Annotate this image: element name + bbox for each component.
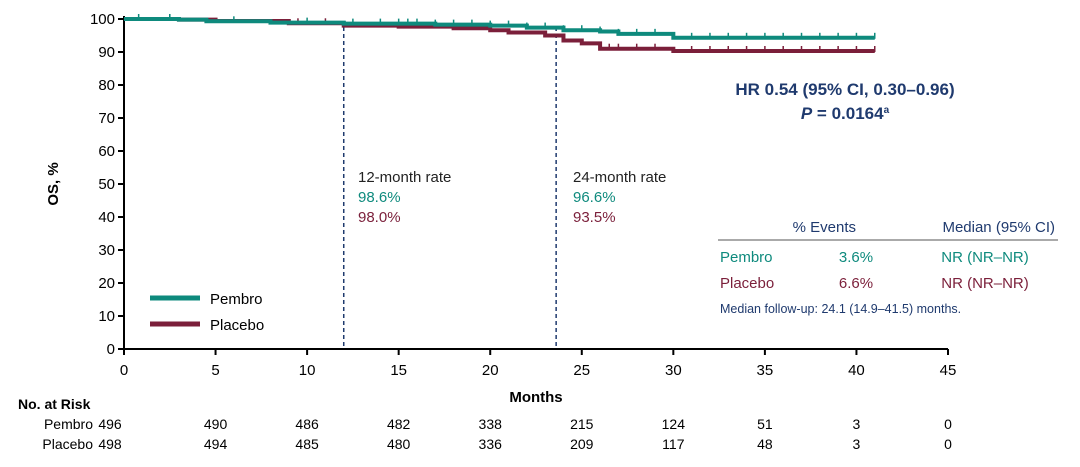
table-header-events: % Events — [793, 219, 856, 236]
y-tick-label: 100 — [90, 11, 115, 28]
at-risk-value: 498 — [98, 436, 122, 452]
table-placebo-arm: Placebo — [720, 275, 774, 292]
at-risk-value: 3 — [853, 436, 861, 452]
y-tick-label: 10 — [98, 308, 115, 325]
at-risk-value: 336 — [479, 436, 503, 452]
table-placebo-median: NR (NR–NR) — [941, 275, 1029, 292]
at-risk-value: 0 — [944, 416, 952, 432]
x-tick-label: 15 — [390, 362, 407, 379]
at-risk-title: No. at Risk — [18, 396, 91, 412]
p-label: P — [801, 104, 813, 123]
at-risk-value: 117 — [662, 436, 685, 452]
at-risk-value: 3 — [853, 416, 861, 432]
x-axis-label: Months — [509, 389, 562, 406]
at-risk-value: 482 — [387, 416, 411, 432]
legend-pembro-label: Pembro — [210, 291, 263, 308]
axes: 0 10 20 30 40 50 60 70 80 90 100 0 5 10 15 20 25 30 35 40 45 — [90, 11, 956, 379]
at-risk-value: 480 — [387, 436, 411, 452]
x-tick-label: 5 — [211, 362, 219, 379]
p-value: P = 0.0164a — [801, 104, 890, 123]
y-tick-label: 70 — [98, 110, 115, 127]
y-tick-label: 0 — [107, 341, 115, 358]
at-risk-value: 209 — [570, 436, 594, 452]
x-tick-label: 45 — [940, 362, 957, 379]
at-risk-value: 494 — [204, 436, 228, 452]
table-placebo-events: 6.6% — [839, 275, 873, 292]
at-risk-value: 51 — [757, 416, 773, 432]
y-axis-label: OS, % — [45, 162, 62, 205]
table-header-median: Median (95% CI) — [942, 219, 1055, 236]
legend-placebo-label: Placebo — [210, 317, 264, 334]
rate12-title: 12-month rate — [358, 169, 451, 186]
x-tick-label: 40 — [848, 362, 865, 379]
y-tick-label: 90 — [98, 44, 115, 61]
x-tick-label: 35 — [757, 362, 774, 379]
at-risk-table: Pembro 496 490 486 482 338 215 124 51 3 0 Placebo 49… — [42, 416, 952, 452]
at-risk-arm-label: Placebo — [42, 436, 93, 452]
y-tick-label: 40 — [98, 209, 115, 226]
curves — [124, 14, 876, 54]
p-number: = 0.0164 — [812, 104, 884, 123]
at-risk-value: 338 — [479, 416, 503, 432]
x-tick-label: 20 — [482, 362, 499, 379]
at-risk-value: 0 — [944, 436, 952, 452]
median-followup: Median follow-up: 24.1 (14.9–41.5) month… — [720, 302, 961, 316]
x-tick-label: 10 — [299, 362, 316, 379]
rate24-pembro: 96.6% — [573, 189, 616, 206]
at-risk-value: 124 — [662, 416, 686, 432]
hazard-ratio: HR 0.54 (95% CI, 0.30–0.96) — [735, 80, 954, 99]
rate24-title: 24-month rate — [573, 169, 666, 186]
at-risk-arm-label: Pembro — [44, 416, 93, 432]
at-risk-value: 490 — [204, 416, 228, 432]
table-pembro-events: 3.6% — [839, 249, 873, 266]
at-risk-value: 215 — [570, 416, 594, 432]
table-pembro-median: NR (NR–NR) — [941, 249, 1029, 266]
at-risk-value: 48 — [757, 436, 773, 452]
at-risk-value: 496 — [98, 416, 122, 432]
p-footnote-mark: a — [884, 105, 890, 116]
rate12-placebo: 98.0% — [358, 209, 401, 226]
y-tick-label: 50 — [98, 176, 115, 193]
table-pembro-arm: Pembro — [720, 249, 773, 266]
y-tick-label: 30 — [98, 242, 115, 259]
y-tick-label: 80 — [98, 77, 115, 94]
y-tick-label: 20 — [98, 275, 115, 292]
at-risk-value: 486 — [295, 416, 319, 432]
x-tick-label: 25 — [573, 362, 590, 379]
x-tick-label: 30 — [665, 362, 682, 379]
rate12-pembro: 98.6% — [358, 189, 401, 206]
rate24-placebo: 93.5% — [573, 209, 616, 226]
y-tick-label: 60 — [98, 143, 115, 160]
at-risk-value: 485 — [295, 436, 319, 452]
x-tick-label: 0 — [120, 362, 128, 379]
